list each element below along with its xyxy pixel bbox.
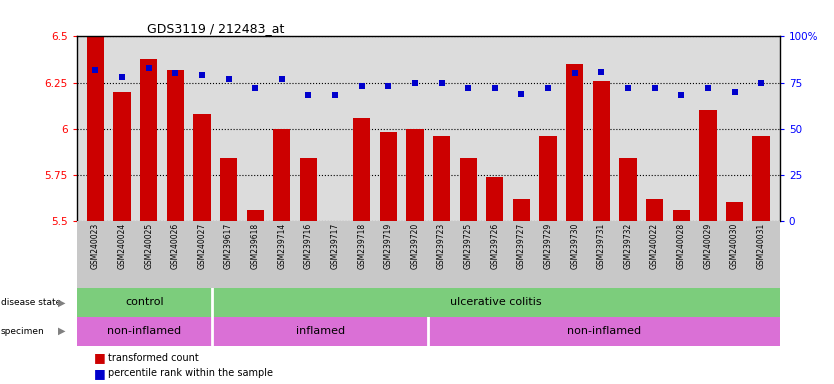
Text: GSM239720: GSM239720: [410, 223, 420, 269]
Text: ▶: ▶: [58, 326, 65, 336]
Point: [409, 79, 422, 86]
Point: [88, 66, 102, 73]
Bar: [193, 114, 210, 221]
Text: non-inflamed: non-inflamed: [108, 326, 181, 336]
Text: GSM239723: GSM239723: [437, 223, 446, 269]
Point: [621, 85, 635, 91]
Text: GSM240030: GSM240030: [730, 223, 739, 269]
Text: ■: ■: [93, 367, 105, 380]
Point: [168, 70, 182, 76]
Bar: [620, 158, 636, 221]
Bar: [646, 199, 663, 221]
Point: [755, 79, 768, 86]
Bar: [486, 177, 504, 221]
Text: GSM239718: GSM239718: [357, 223, 366, 269]
Point: [222, 76, 235, 82]
Bar: [353, 118, 370, 221]
Point: [275, 76, 289, 82]
Bar: [513, 199, 530, 221]
Bar: [672, 210, 690, 221]
Point: [115, 74, 128, 80]
Bar: [299, 158, 317, 221]
Point: [461, 85, 475, 91]
Point: [648, 85, 661, 91]
Bar: [433, 136, 450, 221]
Point: [142, 65, 155, 71]
Text: GSM239716: GSM239716: [304, 223, 313, 269]
Point: [355, 83, 369, 89]
Point: [595, 68, 608, 74]
Bar: [566, 64, 584, 221]
Point: [541, 85, 555, 91]
Bar: [406, 129, 424, 221]
Text: GSM240025: GSM240025: [144, 223, 153, 269]
Text: GSM240022: GSM240022: [651, 223, 659, 269]
Bar: [726, 202, 743, 221]
Text: ▶: ▶: [58, 297, 65, 308]
Bar: [460, 158, 477, 221]
Text: GSM239725: GSM239725: [464, 223, 473, 269]
Bar: [593, 81, 610, 221]
Text: non-inflamed: non-inflamed: [567, 326, 641, 336]
Text: control: control: [125, 297, 163, 308]
Text: GSM239719: GSM239719: [384, 223, 393, 269]
Text: GDS3119 / 212483_at: GDS3119 / 212483_at: [147, 22, 284, 35]
Point: [382, 83, 395, 89]
Point: [728, 89, 741, 95]
Text: GSM239617: GSM239617: [224, 223, 233, 269]
Text: specimen: specimen: [1, 327, 44, 336]
Point: [329, 93, 342, 99]
Text: GSM240026: GSM240026: [171, 223, 180, 269]
Text: GSM239726: GSM239726: [490, 223, 500, 269]
Bar: [113, 92, 131, 221]
Bar: [167, 70, 184, 221]
Bar: [752, 136, 770, 221]
Text: ulcerative colitis: ulcerative colitis: [450, 297, 541, 308]
Point: [195, 72, 208, 78]
Text: GSM240028: GSM240028: [676, 223, 686, 269]
Text: GSM239727: GSM239727: [517, 223, 526, 269]
Text: disease state: disease state: [1, 298, 61, 307]
Text: GSM239732: GSM239732: [624, 223, 632, 269]
Point: [568, 70, 581, 76]
Point: [675, 93, 688, 99]
Text: GSM239714: GSM239714: [277, 223, 286, 269]
Text: inflamed: inflamed: [295, 326, 344, 336]
Bar: [273, 129, 290, 221]
Point: [701, 85, 715, 91]
Point: [488, 85, 501, 91]
Text: GSM239618: GSM239618: [251, 223, 259, 269]
Bar: [379, 132, 397, 221]
Text: GSM239731: GSM239731: [597, 223, 605, 269]
Point: [302, 93, 315, 99]
Point: [249, 85, 262, 91]
Text: GSM240029: GSM240029: [703, 223, 712, 269]
Bar: [220, 158, 237, 221]
Bar: [87, 36, 104, 221]
Bar: [247, 210, 264, 221]
Point: [515, 91, 528, 97]
Text: transformed count: transformed count: [108, 353, 199, 363]
Text: GSM240027: GSM240027: [198, 223, 206, 269]
Text: GSM240023: GSM240023: [91, 223, 100, 269]
Text: GSM240031: GSM240031: [756, 223, 766, 269]
Bar: [540, 136, 557, 221]
Text: ■: ■: [93, 351, 105, 364]
Text: GSM239717: GSM239717: [330, 223, 339, 269]
Text: GSM239730: GSM239730: [570, 223, 580, 269]
Bar: [699, 110, 716, 221]
Point: [435, 79, 448, 86]
Bar: [140, 59, 158, 221]
Text: GSM240024: GSM240024: [118, 223, 127, 269]
Text: percentile rank within the sample: percentile rank within the sample: [108, 368, 274, 378]
Text: GSM239729: GSM239729: [544, 223, 553, 269]
